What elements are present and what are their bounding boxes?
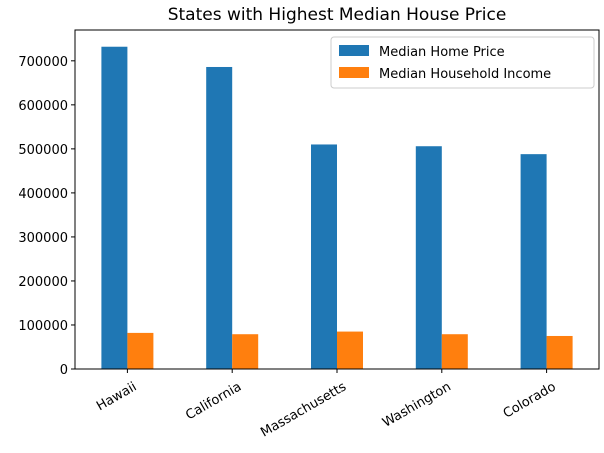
bar-california-home-price [206, 66, 233, 370]
x-axis: Hawaii California Massachusetts Washington C… [94, 369, 559, 440]
chart-title: States with Highest Median House Price [168, 5, 507, 25]
x-tick-label: Massachusetts [258, 379, 349, 440]
legend: Median Home Price Median Household Income [330, 36, 595, 89]
bar-massachusetts-home-price [311, 144, 337, 369]
x-tick-label: Hawaii [94, 379, 139, 414]
y-tick-label: 0 [60, 363, 68, 378]
bar-colorado-home-price [520, 154, 547, 369]
y-axis: 0 100000 200000 300000 400000 500000 600000 700… [18, 55, 75, 378]
y-tick-label: 200000 [18, 275, 68, 290]
bar-washington-home-price [415, 146, 442, 369]
y-tick-label: 300000 [18, 231, 68, 246]
legend-box [330, 36, 595, 89]
y-tick-label: 400000 [18, 187, 68, 202]
plot-frame [74, 29, 600, 370]
legend-label: Median Household Income [379, 67, 551, 82]
bar-hawaii-home-price [101, 46, 128, 370]
y-tick-label: 700000 [18, 55, 68, 70]
bar-hawaii-household-income [127, 332, 154, 369]
bars-group [101, 46, 573, 370]
x-tick-label: California [183, 379, 244, 423]
x-tick-label: Washington [380, 379, 454, 430]
y-tick-label: 600000 [18, 99, 68, 114]
legend-swatch [339, 67, 369, 78]
y-tick-label: 500000 [18, 143, 68, 158]
bar-california-household-income [232, 334, 259, 369]
bar-massachusetts-household-income [337, 331, 363, 369]
bar-colorado-household-income [546, 335, 573, 369]
bar-washington-household-income [441, 334, 468, 369]
y-tick-label: 100000 [18, 319, 68, 334]
legend-label: Median Home Price [379, 45, 505, 60]
legend-swatch [339, 45, 369, 56]
x-tick-label: Colorado [501, 379, 559, 421]
